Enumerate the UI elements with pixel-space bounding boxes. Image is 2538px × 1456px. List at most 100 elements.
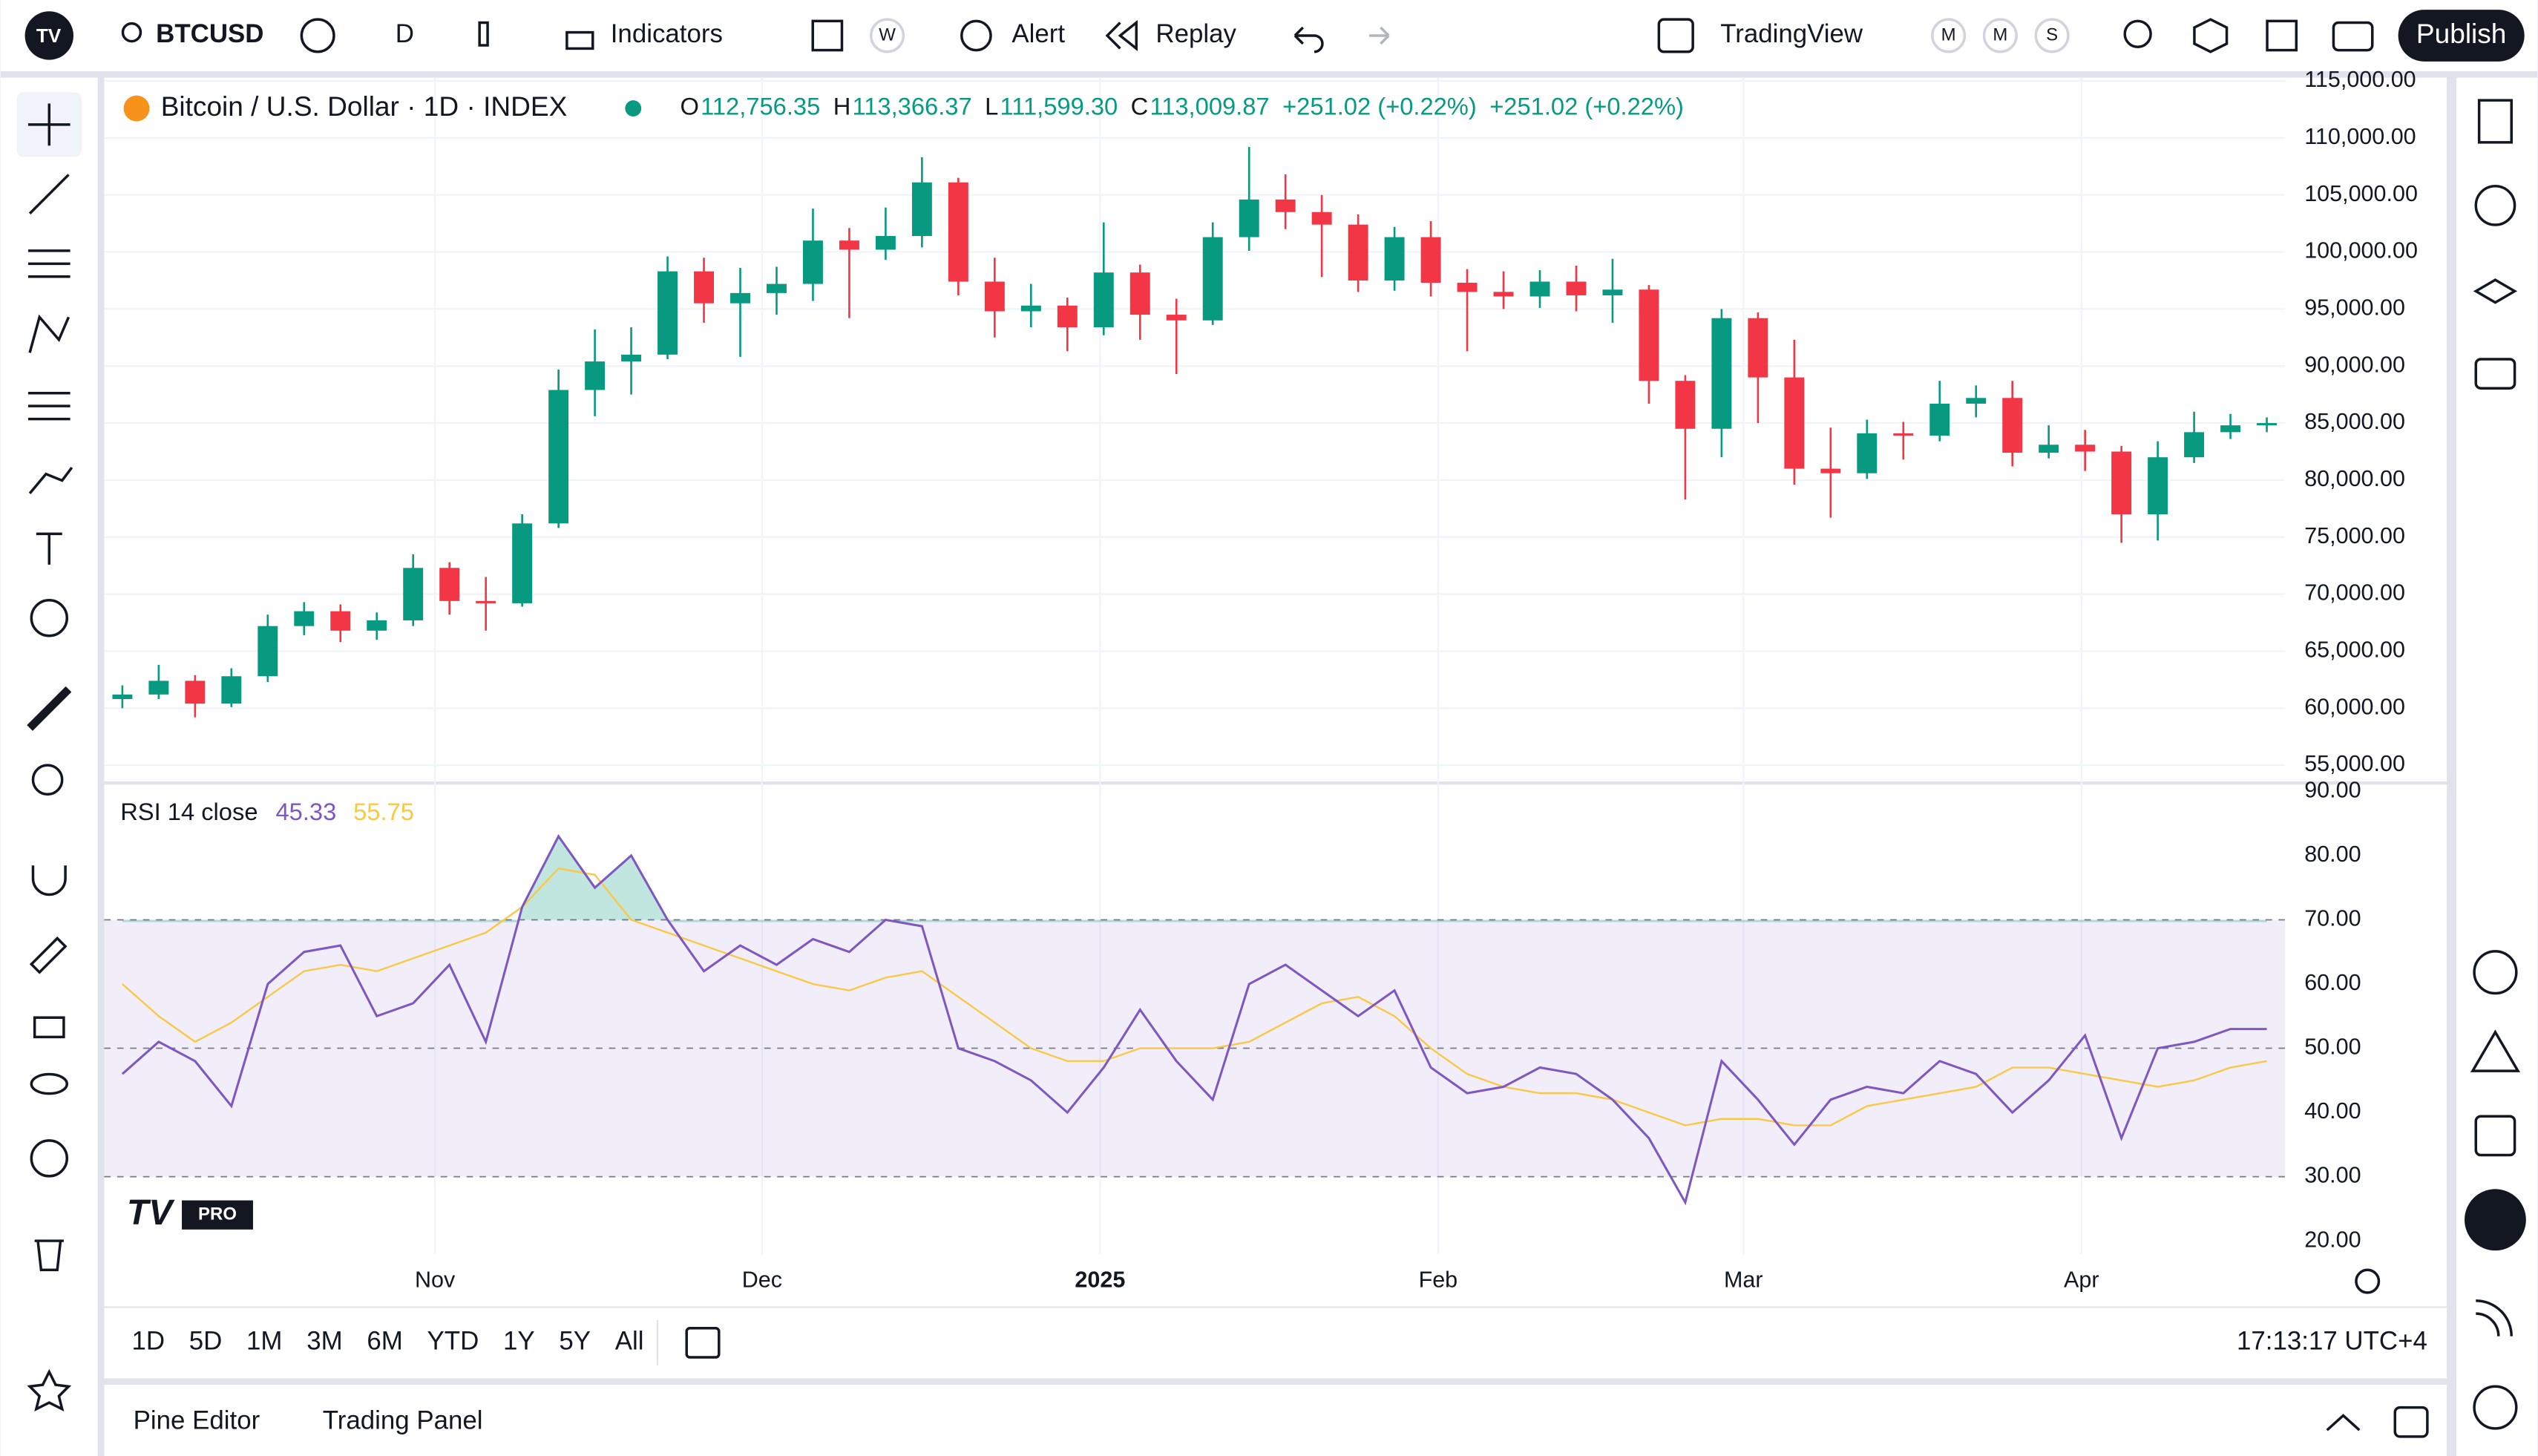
layout-name[interactable]: TradingView [1720, 19, 1863, 48]
apps-button[interactable] [2465, 1189, 2526, 1251]
chat-icon[interactable] [2474, 358, 2516, 390]
undo-icon[interactable] [1293, 26, 1324, 53]
replay-icon[interactable] [1105, 19, 1138, 52]
candle-body [258, 626, 278, 677]
fullscreen-icon[interactable] [2266, 19, 2298, 52]
ruler-icon[interactable] [27, 686, 72, 731]
candle-body [802, 240, 823, 284]
candle-body [658, 271, 678, 355]
candle-body [1457, 283, 1478, 292]
candle-icon[interactable] [478, 21, 489, 47]
stream-icon[interactable] [2476, 1299, 2513, 1337]
publish-button[interactable] [2398, 10, 2525, 62]
trash-icon[interactable] [34, 1239, 64, 1272]
candle-body [1639, 289, 1659, 381]
layout-icon[interactable] [1657, 18, 1694, 53]
candle-body [730, 292, 750, 304]
x-tick-label: Dec [742, 1268, 782, 1293]
candle-body [984, 281, 1005, 312]
bottom-tab[interactable]: Pine Editor [134, 1406, 260, 1434]
candle-body [548, 390, 569, 524]
collapse-icon[interactable] [2326, 1414, 2361, 1432]
zoom-icon[interactable] [31, 764, 64, 796]
text-icon[interactable] [36, 532, 62, 565]
w-badge[interactable] [869, 18, 905, 53]
right-tools [2465, 99, 2526, 1430]
y-tick-label: 75,000.00 [2304, 523, 2405, 548]
forecast-icon[interactable] [27, 391, 70, 421]
range-button[interactable]: 3M [306, 1327, 342, 1356]
w-text: W [879, 24, 896, 45]
change: +251.02 (+0.22%) [1282, 93, 1477, 120]
snapshot-icon[interactable] [2332, 21, 2374, 52]
y-tick-label: 95,000.00 [2304, 295, 2405, 320]
range-button[interactable]: 5Y [559, 1327, 591, 1356]
badge[interactable] [1931, 18, 1967, 53]
emoji-icon[interactable] [30, 599, 69, 637]
y-tick-label: 55,000.00 [2304, 751, 2405, 776]
lock-draw-icon[interactable] [29, 936, 68, 974]
candle-body [512, 523, 533, 603]
quick-search-icon[interactable] [2123, 19, 2152, 48]
legend-title: Bitcoin / U.S. Dollar · 1D · INDEX [161, 91, 568, 122]
settings-icon[interactable] [2193, 18, 2229, 53]
range-button[interactable]: 1D [131, 1327, 165, 1356]
badge[interactable] [2034, 18, 2070, 53]
range-button[interactable]: 6M [367, 1327, 402, 1356]
calendar-icon[interactable] [2474, 1115, 2516, 1157]
x-tick-label: Feb [1419, 1268, 1458, 1293]
trendline-icon[interactable] [28, 174, 70, 214]
ohlc-key: L [985, 93, 998, 120]
candle-body [1239, 199, 1259, 237]
range-button[interactable]: YTD [427, 1327, 479, 1356]
candle-body [112, 694, 133, 700]
help-icon[interactable] [2473, 1385, 2518, 1430]
indicators[interactable]: Indicators [611, 19, 723, 48]
indicators-icon[interactable] [565, 30, 594, 50]
range-button[interactable]: 1M [246, 1327, 282, 1356]
alert-icon[interactable] [960, 19, 992, 52]
range-button[interactable]: 5D [189, 1327, 223, 1356]
interval[interactable]: D [396, 19, 414, 48]
globe-icon[interactable] [30, 1139, 69, 1178]
candle-body [2075, 445, 2096, 452]
badge-text: M [1993, 24, 2007, 45]
date-range-icon[interactable] [685, 1327, 721, 1359]
axis-settings[interactable] [2355, 1268, 2381, 1294]
ideas-icon[interactable] [2470, 1029, 2520, 1072]
bottom-tab[interactable]: Trading Panel [323, 1406, 483, 1434]
overbought-fill [122, 836, 2267, 922]
fib-icon[interactable] [27, 249, 70, 278]
alerts-icon[interactable] [2474, 184, 2516, 226]
candle-body [294, 611, 315, 626]
candle-body [2257, 423, 2278, 426]
layers-icon[interactable] [2473, 278, 2518, 304]
star-icon[interactable] [27, 1368, 72, 1412]
maximize-icon[interactable] [2393, 1406, 2429, 1438]
alert[interactable]: Alert [1011, 19, 1065, 48]
range-button[interactable]: All [615, 1327, 644, 1356]
eye-icon[interactable] [30, 1072, 69, 1095]
templates-icon[interactable] [811, 19, 844, 52]
symbol[interactable]: BTCUSD [156, 19, 263, 48]
magnet-icon[interactable] [31, 865, 67, 896]
candle-body [1311, 211, 1332, 225]
candle-body [2039, 445, 2059, 453]
brush-icon[interactable] [28, 466, 73, 495]
lock-icon[interactable] [33, 1016, 65, 1039]
replay[interactable]: Replay [1155, 19, 1236, 48]
add-icon[interactable] [300, 18, 335, 53]
ohlc-key: C [1131, 93, 1149, 120]
y-tick-label: 20.00 [2304, 1227, 2361, 1252]
y-tick-label: 90,000.00 [2304, 352, 2405, 377]
watchlist-icon[interactable] [2477, 99, 2513, 144]
search-icon[interactable] [121, 22, 142, 43]
candle-body [2002, 398, 2023, 453]
crosshair-icon[interactable] [27, 103, 70, 146]
target-icon[interactable] [2473, 950, 2518, 995]
pattern-icon[interactable] [28, 314, 70, 353]
redo-icon[interactable] [1369, 26, 1390, 45]
candle-body [839, 240, 859, 250]
range-button[interactable]: 1Y [503, 1327, 535, 1356]
badge[interactable] [1982, 18, 2018, 53]
